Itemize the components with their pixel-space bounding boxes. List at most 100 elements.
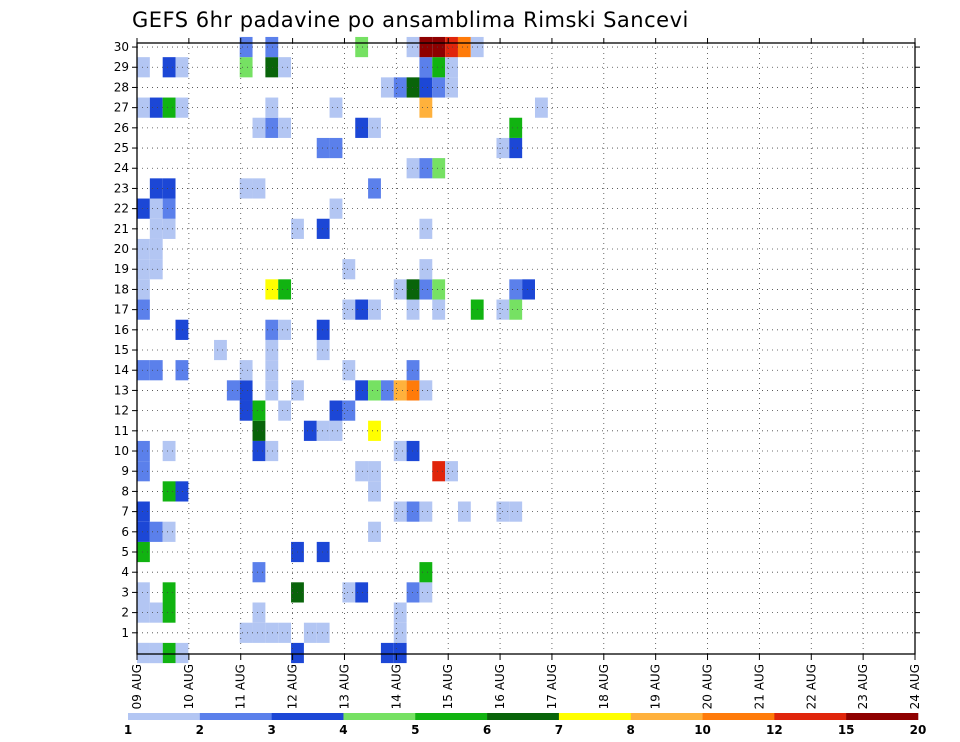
heatmap-cell	[406, 279, 420, 300]
heatmap-cell	[162, 602, 176, 623]
heatmap-cell	[522, 279, 535, 300]
y-axis: 1234567891011121314151617181920212223242…	[114, 40, 920, 640]
heatmap-cell	[239, 360, 253, 381]
y-tick-label: 21	[114, 222, 129, 236]
heatmap-cell	[252, 117, 266, 138]
y-tick-label: 3	[121, 585, 129, 599]
heatmap-cell	[368, 420, 381, 441]
heatmap-cell	[419, 97, 433, 118]
x-tick-label: 13 AUG	[337, 664, 351, 709]
heatmap-cell	[457, 36, 471, 58]
y-tick-label: 13	[114, 383, 129, 397]
plot-frame	[136, 42, 916, 655]
heatmap-cell	[509, 117, 523, 138]
heatmap-cell	[406, 360, 420, 381]
colorbar-swatch	[487, 713, 560, 720]
y-tick-label: 30	[114, 40, 129, 54]
heatmap-cell	[406, 36, 420, 58]
x-tick-label: 09 AUG	[130, 664, 144, 709]
x-tick-label: 15 AUG	[441, 664, 455, 709]
heatmap-cell	[137, 521, 150, 542]
y-tick-label: 22	[114, 202, 129, 216]
heatmap-cell	[368, 521, 381, 542]
x-tick-label: 19 AUG	[649, 664, 663, 709]
y-tick-label: 10	[114, 444, 129, 458]
heatmap-cell	[162, 178, 176, 199]
heatmap-cell	[149, 218, 163, 239]
heatmap-cell	[406, 299, 420, 320]
heatmap-cell	[252, 178, 266, 199]
heatmap-cell	[342, 400, 356, 421]
y-tick-label: 2	[121, 606, 129, 620]
x-tick-label: 21 AUG	[752, 664, 766, 709]
heatmap-cell	[509, 137, 523, 159]
heatmap-cell	[278, 319, 292, 340]
heatmap-cell	[265, 279, 279, 300]
heatmap-cell	[393, 380, 407, 401]
y-tick-label: 26	[114, 121, 129, 135]
heatmap-cell	[239, 57, 253, 78]
heatmap-cell	[137, 238, 150, 260]
heatmap-cell	[162, 582, 176, 603]
heatmap-cell	[419, 57, 433, 78]
colorbar-label: 8	[627, 723, 635, 737]
colorbar-label: 10	[694, 723, 711, 737]
heatmap-cell	[149, 259, 163, 280]
heatmap-cell	[265, 319, 279, 340]
heatmap-cell	[265, 339, 279, 361]
x-tick-label: 24 AUG	[908, 664, 922, 709]
heatmap-cell	[419, 77, 433, 98]
heatmap-cell	[149, 198, 163, 219]
colorbar-label: 5	[411, 723, 419, 737]
heatmap-cell	[252, 602, 266, 623]
heatmap-cell	[419, 259, 433, 280]
heatmap-cell	[329, 137, 343, 159]
heatmap-cell	[137, 360, 150, 381]
y-tick-label: 17	[114, 303, 129, 317]
heatmap-cell	[252, 562, 266, 583]
heatmap-cell	[406, 582, 420, 603]
heatmap-cell	[149, 602, 163, 623]
heatmap-cell	[406, 380, 420, 401]
x-tick-label: 11 AUG	[234, 664, 248, 709]
heatmap-cell	[316, 541, 330, 563]
colorbar-label: 3	[267, 723, 275, 737]
heatmap-cell	[445, 77, 458, 98]
y-tick-label: 24	[114, 161, 129, 175]
colorbar-label: 2	[196, 723, 204, 737]
colorbar-label: 12	[766, 723, 783, 737]
x-tick-label: 17 AUG	[545, 664, 559, 709]
heatmap-cell	[265, 36, 279, 58]
heatmap-cell	[149, 360, 163, 381]
heatmap-cell	[252, 420, 266, 441]
colorbar-swatch	[271, 713, 344, 720]
heatmap-cell	[137, 198, 150, 219]
heatmap-cell	[162, 440, 176, 462]
heatmap-cell	[175, 642, 189, 664]
heatmap-cell	[175, 360, 189, 381]
heatmap-cell	[432, 158, 446, 179]
x-tick-label: 22 AUG	[804, 664, 818, 709]
heatmap-cell	[239, 622, 253, 643]
heatmap-cell	[252, 440, 266, 462]
heatmap-cell	[342, 360, 356, 381]
heatmap-cell	[137, 541, 150, 563]
y-tick-label: 16	[114, 323, 129, 337]
heatmap-cell	[291, 642, 304, 664]
heatmap-cell	[432, 461, 446, 482]
chart-title: GEFS 6hr padavine po ansamblima Rimski S…	[132, 8, 689, 32]
heatmap-cell	[419, 158, 433, 179]
heatmap-cell	[419, 36, 433, 58]
heatmap-cell	[137, 259, 150, 280]
heatmap-cell	[445, 57, 458, 78]
y-tick-label: 28	[114, 80, 129, 94]
heatmap-cell	[329, 400, 343, 421]
heatmap-cell	[278, 117, 292, 138]
heatmap-cell	[329, 97, 343, 118]
heatmap-cell	[149, 521, 163, 542]
heatmap-cell	[342, 582, 356, 603]
colorbar-swatch	[702, 713, 775, 720]
colorbar-label: 7	[555, 723, 563, 737]
y-tick-label: 5	[121, 545, 129, 559]
y-tick-label: 9	[121, 464, 129, 478]
